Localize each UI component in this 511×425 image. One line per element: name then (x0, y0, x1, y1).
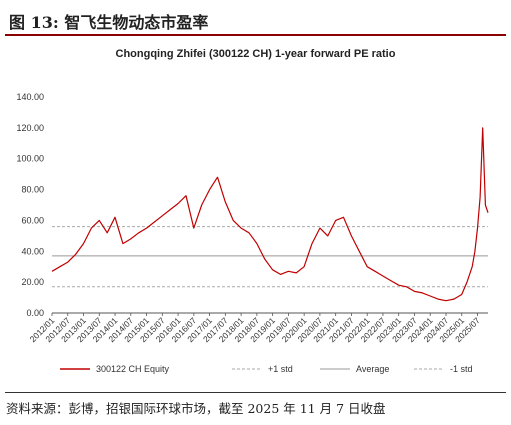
header-rule (5, 34, 506, 36)
figure-title: 图 13: 智飞生物动态市盈率 (9, 13, 209, 32)
y-tick-label: 0.00 (26, 308, 44, 318)
figure-header: 图 13: 智飞生物动态市盈率 (5, 4, 506, 36)
y-tick-label: 120.00 (16, 123, 44, 133)
y-tick-label: 140.00 (16, 92, 44, 102)
axes (51, 312, 488, 316)
pe-ratio-chart: 0.00 20.00 40.00 60.00 80.00 100.00 120.00 140.… (16, 92, 489, 374)
source-note: 资料来源：彭博，招银国际环球市场，截至 2025 年 11 月 7 日收盘 (6, 401, 386, 416)
legend-label: -1 std (450, 364, 473, 374)
y-tick-label: 60.00 (21, 215, 44, 225)
chart-title: Chongqing Zhifei (300122 CH) 1-year forw… (115, 48, 396, 60)
legend-label: Average (356, 364, 389, 374)
y-tick-label: 40.00 (21, 246, 44, 256)
series-line-pe-ratio (51, 127, 489, 302)
legend-label: +1 std (268, 364, 293, 374)
y-tick-label: 20.00 (21, 277, 44, 287)
y-tick-label: 100.00 (16, 154, 44, 164)
y-tick-labels: 0.00 20.00 40.00 60.00 80.00 100.00 120.00 140.… (16, 92, 44, 318)
data-series (51, 127, 489, 302)
reference-lines (52, 226, 488, 288)
legend: 300122 CH Equity +1 std Average -1 std (60, 364, 473, 374)
footer-rule (5, 392, 506, 393)
x-tick-labels: 2012/012012/072013/012013/072014/012014/… (28, 315, 482, 344)
legend-label: 300122 CH Equity (96, 364, 170, 374)
y-tick-label: 80.00 (21, 185, 44, 195)
